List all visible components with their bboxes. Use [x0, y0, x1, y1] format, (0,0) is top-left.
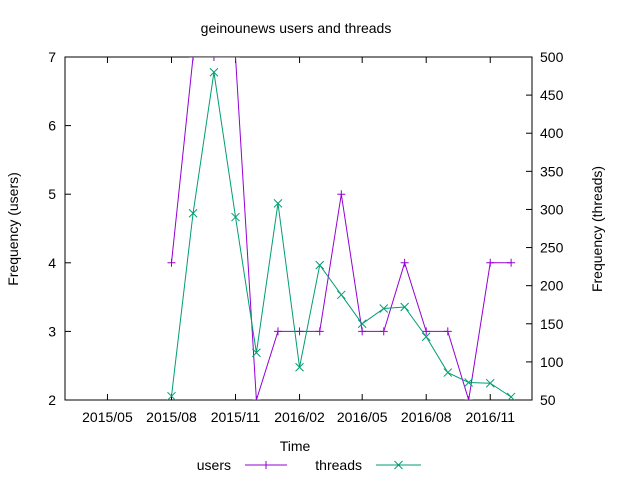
legend: users threads	[197, 457, 421, 473]
threads-point	[188, 208, 198, 218]
x-tick-label: 2016/11	[465, 409, 515, 425]
series-threads	[167, 67, 516, 400]
users-point	[315, 327, 324, 336]
series-layer	[167, 57, 516, 400]
y2-tick-label: 250	[540, 240, 564, 256]
x-axis-label: Time	[280, 438, 311, 454]
x-tick-label: 2015/05	[82, 409, 133, 425]
y-tick-label: 5	[48, 186, 56, 202]
threads-point	[252, 348, 261, 358]
users-point	[400, 258, 409, 267]
users-point	[295, 327, 304, 336]
y-tick-label: 6	[48, 118, 56, 134]
y2-tick-label: 50	[540, 392, 556, 408]
legend-label-threads: threads	[315, 457, 362, 473]
users-point	[464, 396, 473, 400]
threads-point	[336, 290, 346, 300]
axes: 2 3 4 5 6 7 50 100 150 200 250 300 350 400 450 500 2015/…	[48, 49, 563, 425]
threads-point	[209, 67, 219, 77]
users-point	[422, 327, 431, 336]
threads-point	[295, 362, 304, 372]
users-point	[358, 327, 367, 336]
threads-point	[167, 391, 176, 400]
threads-line	[170, 72, 512, 398]
users-point	[486, 258, 495, 267]
users-point	[209, 57, 218, 61]
threads-point	[315, 260, 325, 270]
threads-point	[273, 198, 283, 208]
x-tick-label: 2015/11	[211, 409, 261, 425]
users-line	[170, 57, 512, 400]
threads-point	[379, 304, 389, 313]
users-point	[231, 57, 240, 61]
x-tick-label: 2016/02	[274, 409, 325, 425]
x-tick-label: 2016/08	[401, 409, 452, 425]
users-point	[379, 327, 388, 336]
users-point	[273, 327, 282, 336]
users-point	[189, 57, 198, 61]
legend-label-users: users	[197, 457, 231, 473]
y2-tick-label: 350	[540, 163, 564, 179]
y-tick-label: 4	[48, 255, 56, 271]
y-tick-label: 2	[48, 392, 56, 408]
y-tick-label: 7	[48, 49, 56, 65]
threads-point	[400, 302, 409, 312]
chart-title: geinounews users and threads	[201, 20, 392, 36]
x-tick-label: 2016/05	[337, 409, 388, 425]
threads-point	[421, 332, 431, 342]
y2-axis-label: Frequency (threads)	[589, 166, 605, 292]
users-point	[337, 190, 346, 199]
legend-marker-threads	[394, 460, 403, 470]
y-axis-label: Frequency (users)	[5, 172, 21, 286]
users-point	[507, 258, 516, 267]
legend-marker-users	[262, 461, 270, 469]
plot-frame	[64, 56, 533, 401]
y2-tick-label: 500	[540, 49, 564, 65]
y2-tick-label: 200	[540, 278, 564, 294]
users-point	[252, 396, 261, 400]
users-point	[167, 258, 176, 267]
y-tick-label: 3	[48, 323, 56, 339]
threads-point	[506, 392, 516, 400]
users-point	[443, 327, 452, 336]
threads-point	[231, 212, 240, 222]
y2-tick-label: 400	[540, 125, 564, 141]
threads-point	[485, 378, 495, 388]
threads-point	[464, 378, 474, 387]
series-users	[167, 57, 516, 400]
y2-tick-label: 300	[540, 201, 564, 217]
y2-tick-label: 150	[540, 316, 564, 332]
y2-tick-label: 450	[540, 87, 564, 103]
threads-point	[357, 319, 367, 329]
y2-tick-label: 100	[540, 354, 564, 370]
threads-point	[443, 368, 453, 377]
x-tick-label: 2015/08	[146, 409, 197, 425]
